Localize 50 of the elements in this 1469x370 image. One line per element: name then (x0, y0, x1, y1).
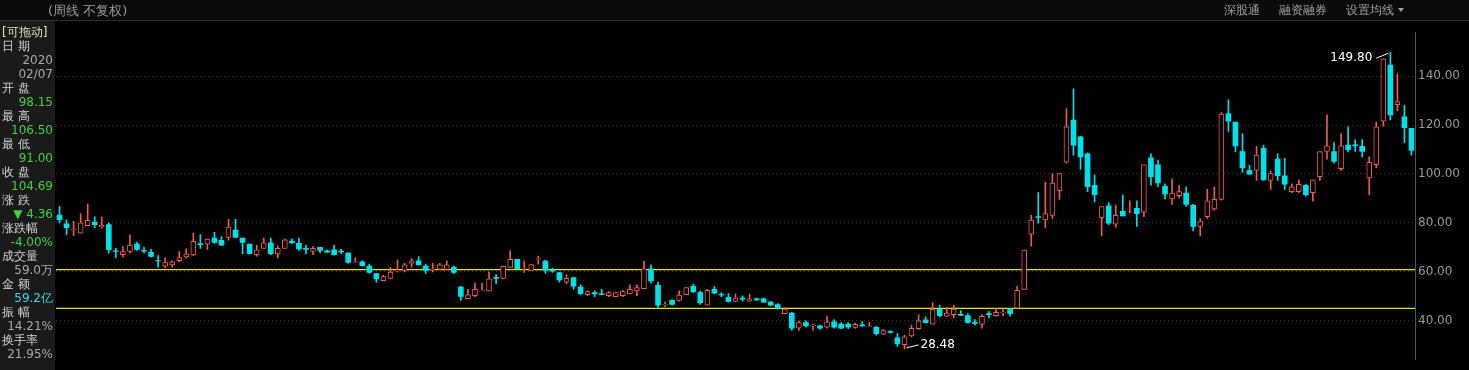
candlestick (810, 323, 816, 331)
text: 21.95% (7, 347, 53, 361)
text: 2020 (22, 53, 53, 67)
text: 104.69 (11, 179, 53, 193)
text: 换手率 (2, 333, 38, 347)
candlestick (113, 247, 119, 258)
text: 14.21% (7, 319, 53, 333)
candlestick (493, 274, 499, 285)
text: 设置均线 (1346, 2, 1394, 19)
text: 涨 跌 (2, 193, 30, 207)
candlestick (1042, 181, 1049, 229)
chart-subtitle: (周线 不复权) (48, 2, 128, 20)
text: 日 期 (2, 39, 30, 53)
text: 振 幅 (2, 305, 30, 319)
y-tick-label: 40.00 (1418, 312, 1453, 327)
text: 开 盘 (2, 81, 30, 95)
text: 最 低 (2, 137, 30, 151)
text: 91.00 (18, 151, 53, 165)
y-tick-label: 100.00 (1418, 166, 1460, 181)
text: 最 高 (2, 109, 30, 123)
y-tick-label: 140.00 (1418, 68, 1460, 83)
text: 59.0万 (14, 263, 53, 277)
text: 收 盘 (2, 165, 30, 179)
y-tick-label: 80.00 (1418, 215, 1453, 230)
candlestick (479, 282, 485, 292)
candlestick (1035, 192, 1042, 224)
text: [可拖动] (2, 25, 48, 39)
candlestick (1324, 114, 1330, 160)
candlestick (1134, 200, 1140, 227)
text: ▼ 4.36 (13, 207, 53, 221)
annotation: 28.48 (920, 336, 955, 351)
candlestick (1169, 178, 1175, 205)
y-tick-label: 120.00 (1418, 117, 1460, 132)
annotation: 149.80 (1330, 50, 1373, 65)
candlestick (91, 216, 98, 229)
text: 金 额 (2, 277, 30, 291)
text: -4.00% (10, 235, 53, 249)
text: 98.15 (18, 95, 53, 109)
y-tick-label: 60.00 (1418, 263, 1453, 278)
text: 成交量 (2, 249, 38, 263)
candlestick (866, 322, 873, 328)
text: 融资融券 (1279, 2, 1327, 19)
candlestick (429, 262, 436, 273)
text: 59.2亿 (14, 291, 53, 305)
text: 深股通 (1224, 2, 1260, 19)
candlestick (1119, 194, 1126, 217)
text: 106.50 (11, 123, 53, 137)
text: 02/07 (18, 67, 53, 81)
text: 涨跌幅 (2, 221, 38, 235)
candlestick (1000, 308, 1006, 316)
